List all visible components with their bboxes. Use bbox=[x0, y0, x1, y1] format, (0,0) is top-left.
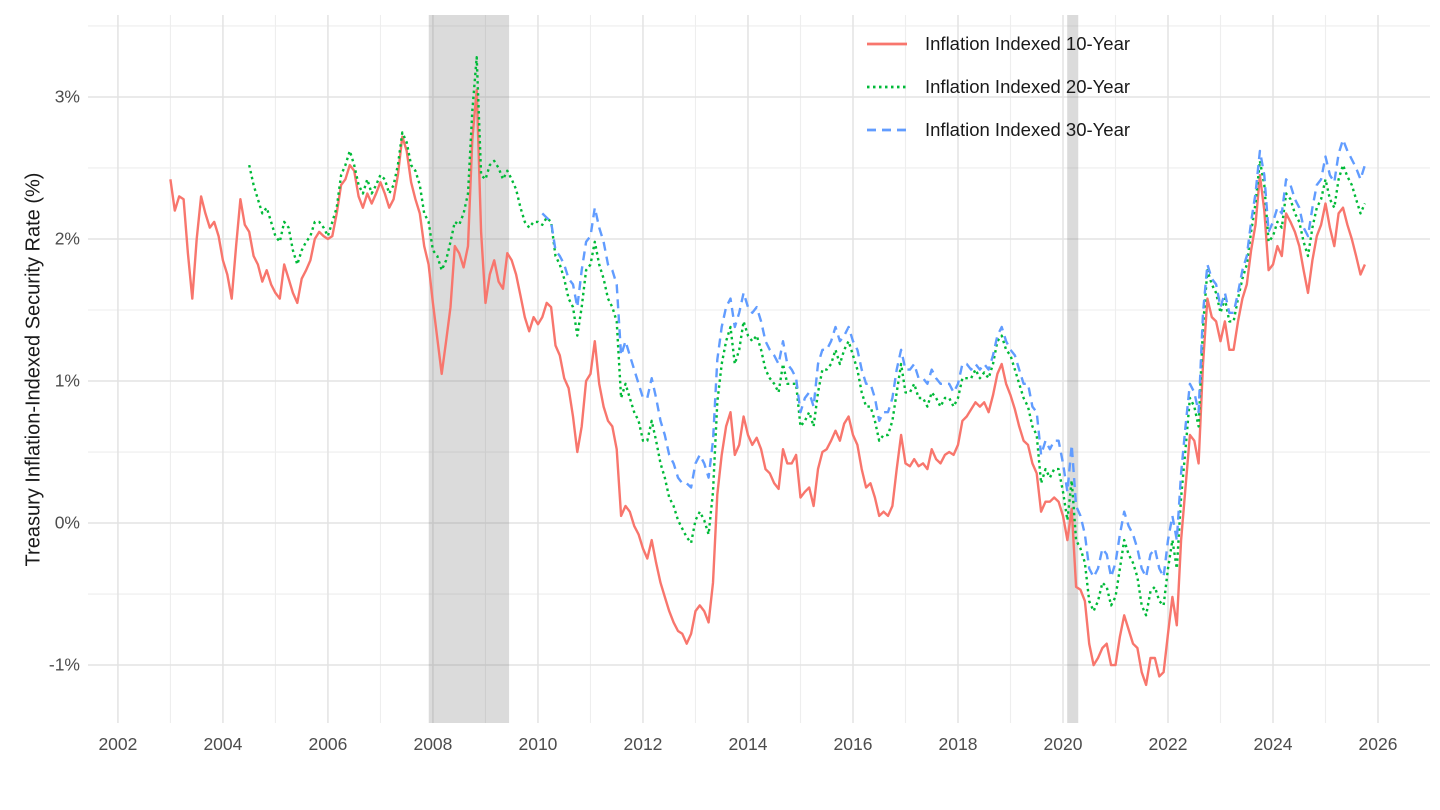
recession-band bbox=[1067, 15, 1079, 723]
y-tick-label: 3% bbox=[54, 86, 80, 107]
legend-item-30-year: Inflation Indexed 30-Year bbox=[866, 108, 1130, 151]
x-tick-label: 2010 bbox=[518, 734, 558, 754]
y-tick-label: -1% bbox=[48, 654, 80, 675]
series-line-10-year bbox=[169, 88, 1366, 687]
series-line-20-year bbox=[248, 56, 1366, 617]
x-tick-label: 2004 bbox=[203, 734, 243, 754]
series-line-30-year bbox=[541, 138, 1367, 579]
x-tick-label: 2008 bbox=[413, 734, 453, 754]
y-tick-label: 2% bbox=[54, 228, 80, 249]
legend-item-10-year: Inflation Indexed 10-Year bbox=[866, 22, 1130, 65]
legend-key-20-year-line bbox=[867, 85, 907, 88]
legend-item-20-year: Inflation Indexed 20-Year bbox=[866, 65, 1130, 108]
x-tick-label: 2024 bbox=[1253, 734, 1293, 754]
legend-label-30-year: Inflation Indexed 30-Year bbox=[925, 118, 1131, 140]
y-axis-title: Treasury Inflation-Indexed Security Rate… bbox=[22, 172, 45, 567]
legend-label-10-year: Inflation Indexed 10-Year bbox=[925, 32, 1131, 54]
x-tick-label: 2006 bbox=[308, 734, 348, 754]
x-tick-label: 2002 bbox=[98, 734, 138, 754]
y-tick-label: 0% bbox=[54, 512, 80, 533]
y-tick-label: 1% bbox=[54, 370, 80, 391]
legend: Inflation Indexed 10-Year Inflation Inde… bbox=[866, 22, 1130, 151]
legend-key-10-year-line bbox=[867, 42, 907, 45]
x-tick-label: 2022 bbox=[1148, 734, 1188, 754]
x-tick-label: 2016 bbox=[833, 734, 873, 754]
x-tick-label: 2026 bbox=[1358, 734, 1398, 754]
x-tick-label: 2020 bbox=[1043, 734, 1083, 754]
legend-label-20-year: Inflation Indexed 20-Year bbox=[925, 75, 1131, 97]
x-tick-label: 2014 bbox=[728, 734, 768, 754]
x-tick-label: 2018 bbox=[938, 734, 978, 754]
x-tick-label: 2012 bbox=[623, 734, 663, 754]
legend-key-30-year-line bbox=[867, 128, 907, 131]
